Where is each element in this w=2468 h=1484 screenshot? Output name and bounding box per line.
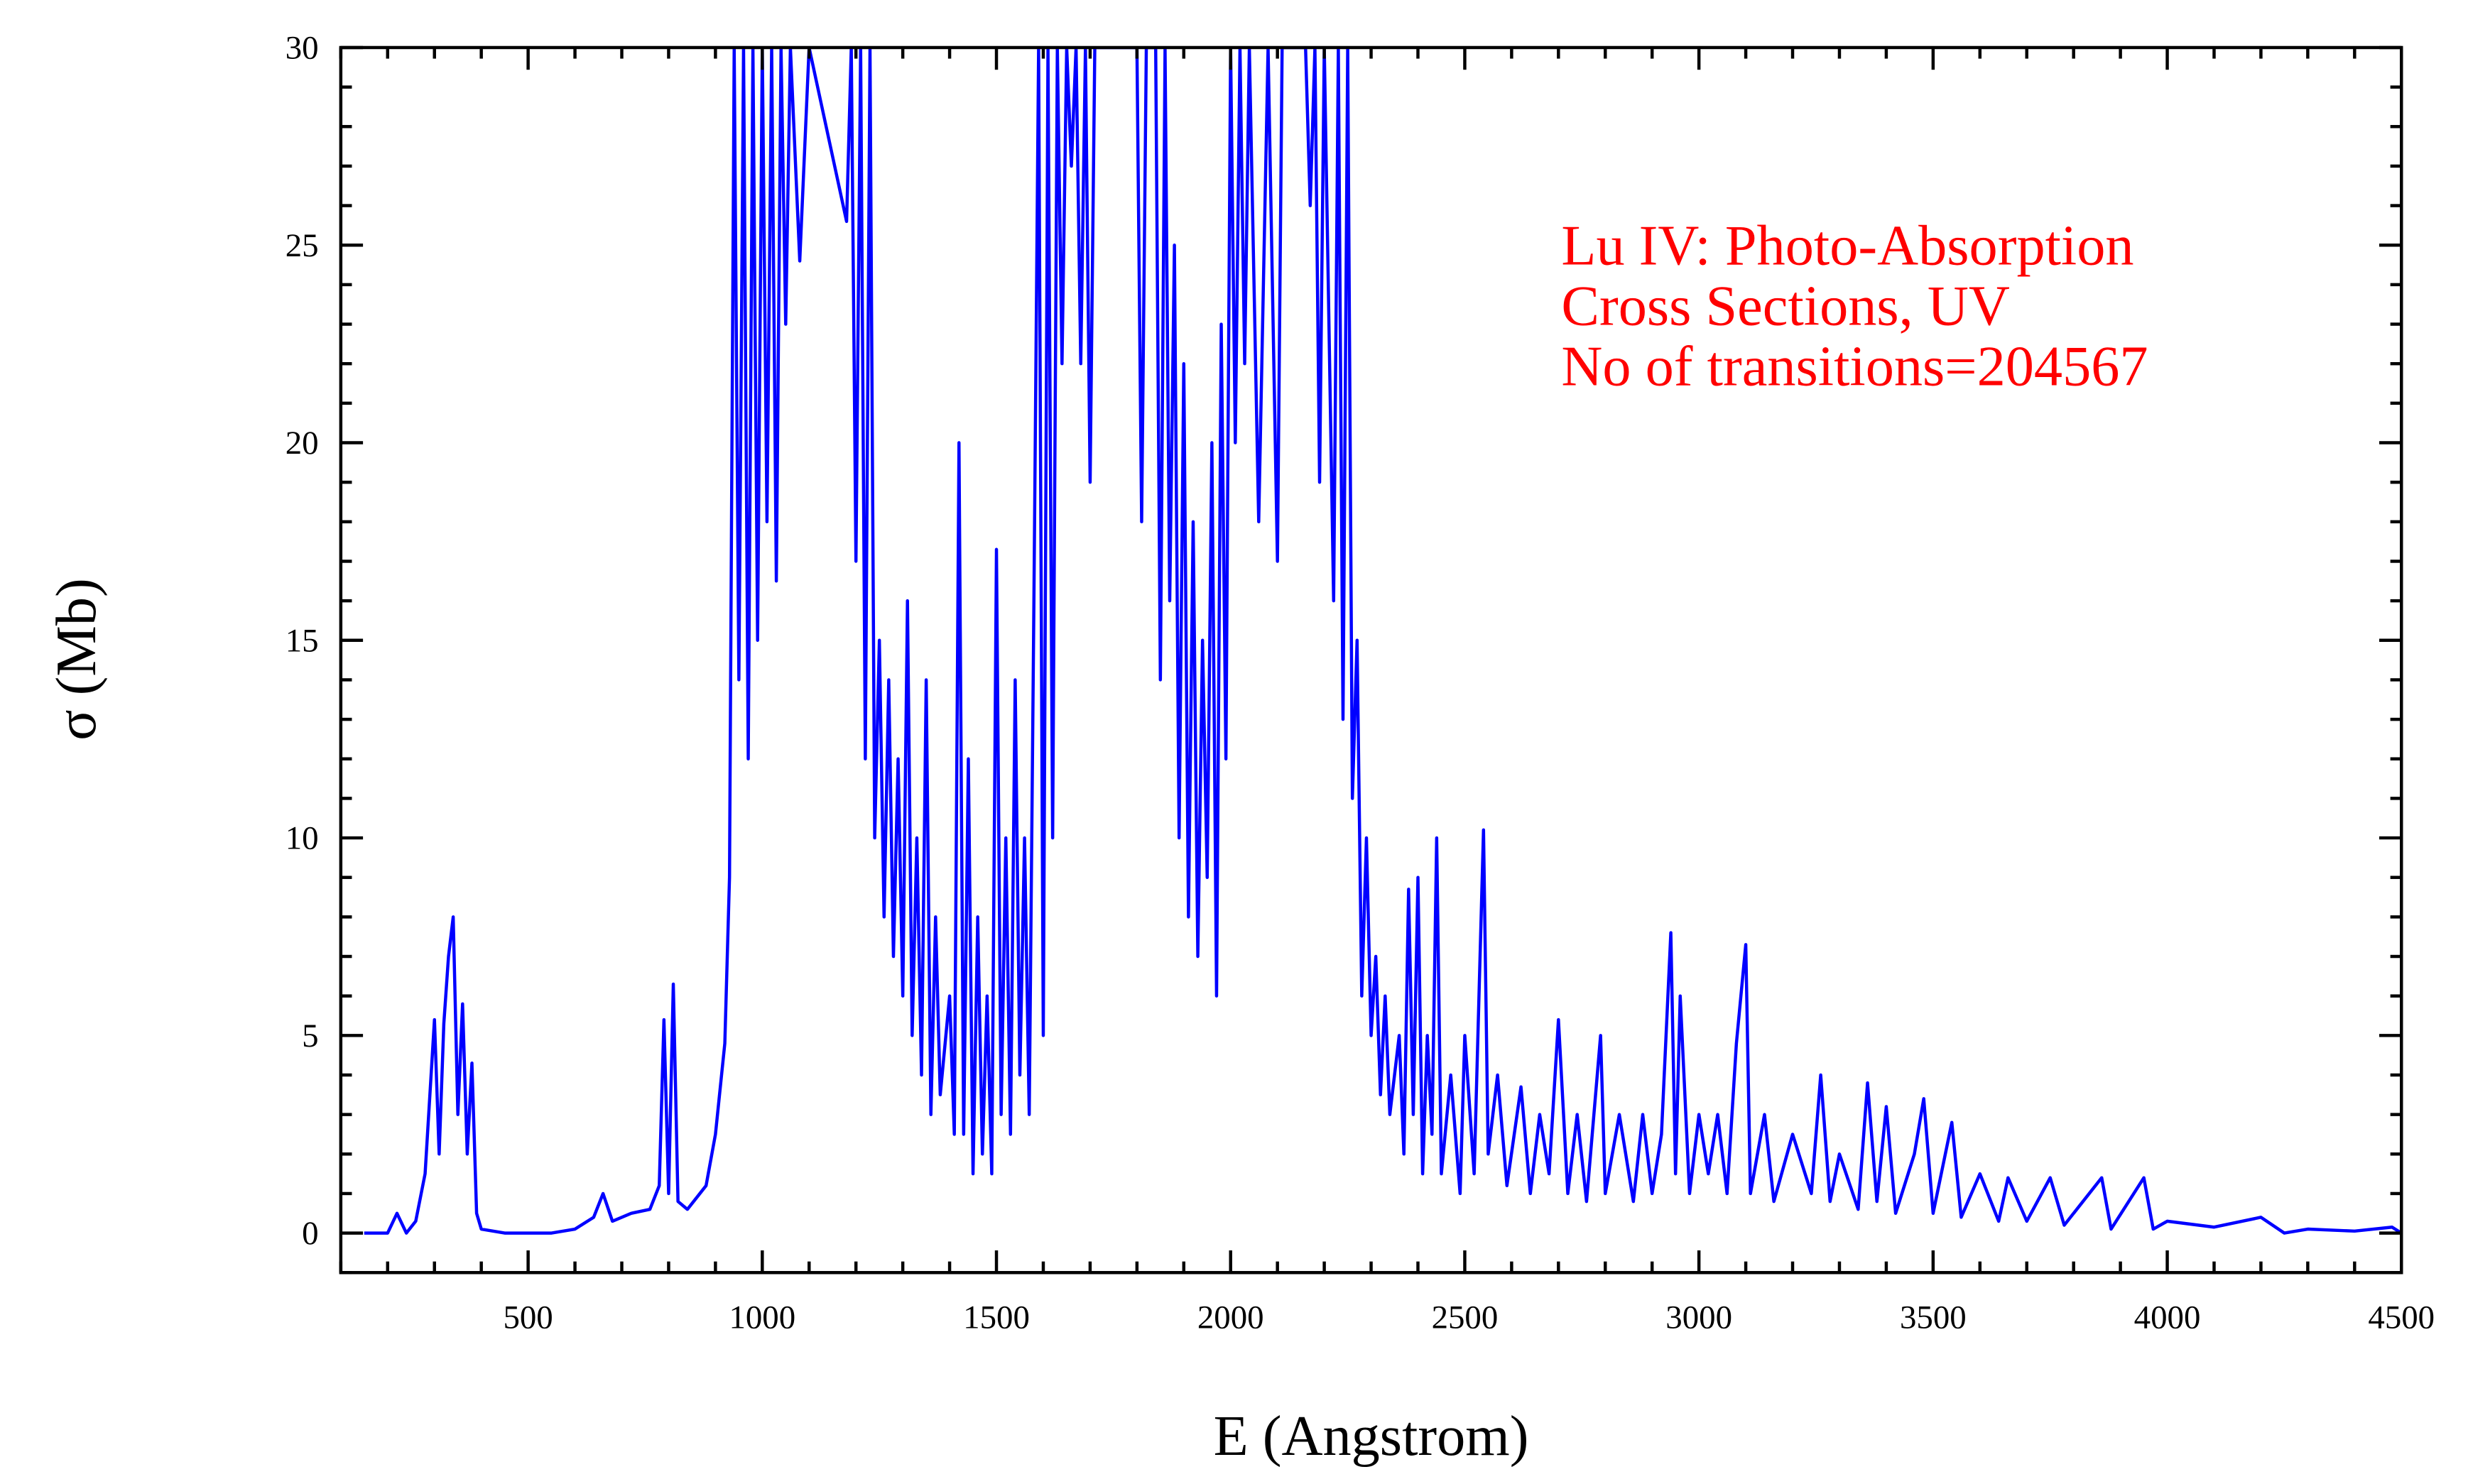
- x-tick-label: 1000: [729, 1299, 795, 1336]
- data-line: [364, 47, 2402, 1235]
- annotation: Cross Sections, UV: [1561, 275, 2009, 338]
- x-tick-label: 500: [503, 1299, 553, 1336]
- annotation: No of transitions=204567: [1561, 334, 2148, 398]
- x-axis-label: E (Angstrom): [1214, 1404, 1529, 1468]
- y-tick-label: 5: [302, 1017, 318, 1054]
- y-tick-label: 20: [286, 425, 319, 462]
- y-tick-label: 25: [286, 227, 319, 264]
- x-tick-label: 2500: [1432, 1299, 1499, 1336]
- x-tick-label: 4500: [2368, 1299, 2435, 1336]
- y-tick-label: 10: [286, 820, 319, 857]
- x-tick-label: 3500: [1900, 1299, 1967, 1336]
- x-tick-label: 1500: [963, 1299, 1030, 1336]
- x-tick-label: 4000: [2134, 1299, 2201, 1336]
- x-tick-label: 2000: [1197, 1299, 1264, 1336]
- y-tick-label: 0: [302, 1215, 318, 1252]
- y-axis-label: σ (Mb): [45, 578, 108, 740]
- y-tick-label: 15: [286, 622, 319, 659]
- y-tick-label: 30: [286, 30, 319, 67]
- annotation: Lu IV: Photo-Absorption: [1561, 214, 2133, 278]
- x-tick-label: 3000: [1665, 1299, 1732, 1336]
